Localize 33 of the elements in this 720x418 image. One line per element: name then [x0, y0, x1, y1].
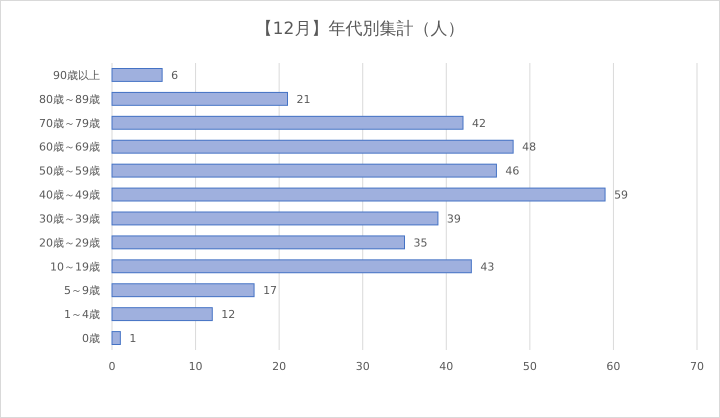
y-tick-label: 80歳～89歳 — [39, 92, 100, 106]
data-label: 39 — [446, 212, 461, 226]
data-label: 59 — [614, 188, 628, 202]
x-tick-label: 40 — [439, 360, 454, 373]
y-tick-label: 60歳～69歳 — [39, 140, 100, 154]
data-label: 46 — [505, 164, 520, 178]
y-tick-label: 40歳～49歳 — [39, 188, 100, 202]
x-tick-label: 50 — [522, 360, 537, 373]
data-label: 1 — [129, 332, 136, 346]
y-tick-label: 5～9歳 — [64, 284, 100, 298]
y-tick-label: 30歳～39歳 — [39, 212, 100, 226]
data-label: 6 — [171, 68, 178, 82]
y-tick-label: 10～19歳 — [50, 260, 100, 274]
y-tick-label: 0歳 — [82, 332, 100, 346]
data-label: 12 — [221, 308, 236, 322]
y-tick-label: 20歳～29歳 — [39, 236, 100, 250]
y-tick-label: 90歳以上 — [53, 68, 100, 82]
data-label: 42 — [472, 116, 486, 130]
data-label: 35 — [414, 236, 428, 250]
y-tick-label: 50歳～59歳 — [39, 164, 100, 178]
y-tick-label: 70歳～79歳 — [39, 116, 100, 130]
x-tick-label: 0 — [108, 360, 116, 373]
data-label: 48 — [522, 140, 536, 154]
data-label: 21 — [296, 92, 310, 106]
y-tick-label: 1～4歳 — [64, 308, 100, 322]
data-label: 17 — [263, 284, 278, 298]
x-tick-label: 30 — [356, 360, 370, 373]
data-label: 43 — [480, 260, 494, 274]
x-tick-label: 20 — [272, 360, 286, 373]
x-tick-label: 60 — [606, 360, 620, 373]
x-tick-label: 10 — [188, 360, 203, 373]
title: 【12月】年代別集計（人） — [256, 19, 464, 39]
x-tick-label: 70 — [690, 360, 704, 373]
